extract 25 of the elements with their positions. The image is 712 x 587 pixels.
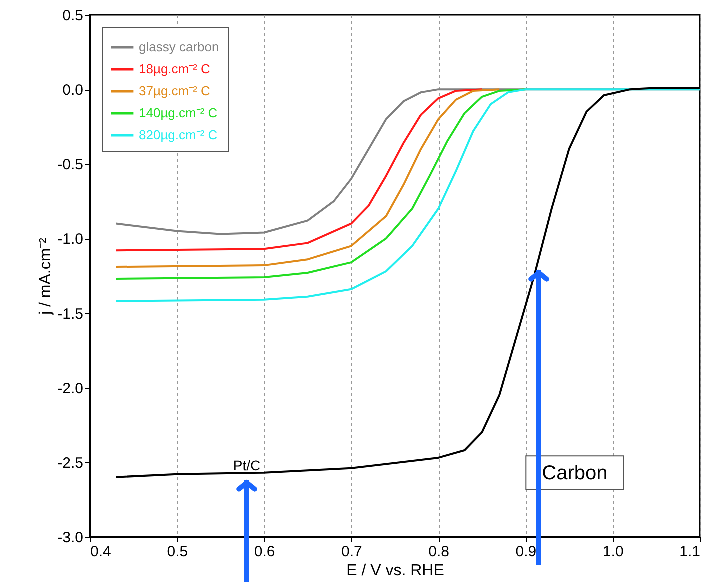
legend-label: 37µg.cm⁻² C bbox=[139, 84, 210, 98]
x-axis-title: E / V vs. RHE bbox=[346, 562, 444, 580]
y-tick-label: -2.5 bbox=[58, 454, 84, 472]
x-tick-label: 0.7 bbox=[342, 544, 362, 560]
x-tick-label: 0.6 bbox=[254, 544, 276, 560]
x-tick-label: 1.0 bbox=[602, 544, 624, 560]
x-tick-label: 0.4 bbox=[90, 544, 112, 560]
x-tick-label: 0.9 bbox=[516, 544, 537, 560]
legend-label: 820µg.cm⁻² C bbox=[139, 128, 218, 142]
y-tick-label: -3.0 bbox=[58, 530, 84, 546]
legend-label: 18µg.cm⁻² C bbox=[139, 62, 210, 76]
annotation: Pt/C bbox=[233, 458, 261, 474]
y-tick-label: 0.5 bbox=[62, 8, 84, 24]
y-tick-label: -0.5 bbox=[58, 156, 84, 174]
y-tick-label: -1.0 bbox=[58, 231, 84, 248]
y-tick-label: -2.0 bbox=[58, 380, 84, 398]
x-tick-label: 1.1 bbox=[680, 544, 700, 560]
y-axis-title: j / mA.cm⁻² bbox=[38, 237, 55, 316]
legend-label: 140µg.cm⁻² C bbox=[139, 106, 218, 120]
x-tick-label: 0.5 bbox=[167, 544, 188, 560]
y-tick-label: 0.0 bbox=[62, 82, 84, 100]
y-tick-label: -1.5 bbox=[58, 306, 84, 323]
annotation: Carbon bbox=[542, 462, 608, 484]
legend-label: glassy carbon bbox=[139, 40, 220, 54]
x-tick-label: 0.8 bbox=[428, 544, 450, 560]
